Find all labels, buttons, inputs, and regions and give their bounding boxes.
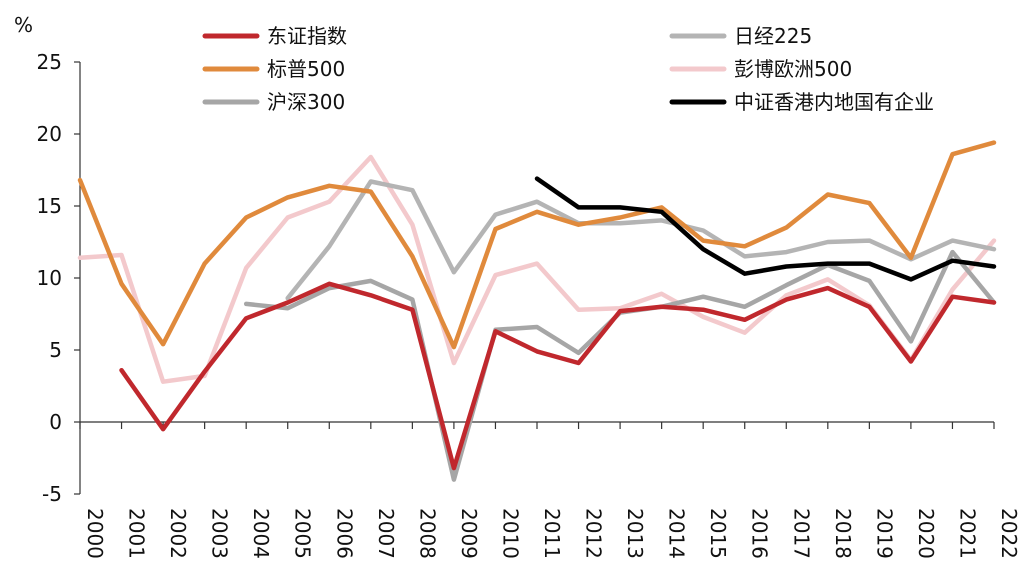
x-tick-label: 2014 [665, 508, 689, 559]
series-line [77, 140, 997, 350]
y-tick-label: -5 [42, 482, 62, 506]
x-tick-label: 2022 [997, 508, 1021, 559]
x-tick-label: 2009 [457, 508, 481, 559]
y-tick-label: 10 [37, 266, 62, 290]
legend-label: 东证指数 [267, 24, 347, 48]
x-tick-label: 2011 [540, 508, 564, 559]
y-tick-label: 15 [37, 194, 62, 218]
y-tick-label: 5 [49, 338, 62, 362]
x-tick-label: 2000 [83, 508, 107, 559]
x-tick-label: 2017 [789, 508, 813, 559]
y-tick-label: 20 [37, 122, 62, 146]
series-line [119, 281, 997, 471]
x-tick-label: 2001 [125, 508, 149, 559]
x-tick-label: 2018 [831, 508, 855, 559]
x-tick-label: 2010 [498, 508, 522, 559]
legend-label: 沪深300 [267, 90, 345, 114]
x-tick-label: 2021 [955, 508, 979, 559]
series-line [285, 179, 997, 301]
x-tick-label: 2012 [582, 508, 606, 559]
legend-label: 彭博欧洲500 [734, 57, 852, 81]
y-tick-label: 25 [37, 50, 62, 74]
x-tick-label: 2013 [623, 508, 647, 559]
x-tick-label: 2004 [249, 508, 273, 559]
x-tick-label: 2003 [208, 508, 232, 559]
legend-label: 中证香港内地国有企业 [734, 90, 934, 114]
x-tick-label: 2005 [291, 508, 315, 559]
series-line [534, 176, 997, 282]
legend-label: 日经225 [734, 24, 812, 48]
series-layer [77, 140, 997, 482]
y-axis-label: % [14, 13, 33, 37]
axes: -5 0 5 10 15 20 25 2000 2001 2002 2003 2004 2005 2006… [37, 50, 1021, 559]
x-tick-label: 2020 [914, 508, 938, 559]
series-line [243, 249, 997, 482]
legend-label: 标普500 [267, 57, 345, 81]
x-tick-label: 2007 [374, 508, 398, 559]
legend: 东证指数 日经225 标普500 彭博欧洲500 沪深300 中证香港内地国有企业 [202, 24, 934, 114]
x-tick-label: 2015 [706, 508, 730, 559]
y-tick-label: 0 [49, 410, 62, 434]
x-tick-label: 2006 [332, 508, 356, 559]
x-tick-label: 2019 [872, 508, 896, 559]
x-tick-label: 2002 [166, 508, 190, 559]
series-line [77, 154, 997, 384]
x-tick-label: 2008 [415, 508, 439, 559]
x-tick-label: 2016 [748, 508, 772, 559]
